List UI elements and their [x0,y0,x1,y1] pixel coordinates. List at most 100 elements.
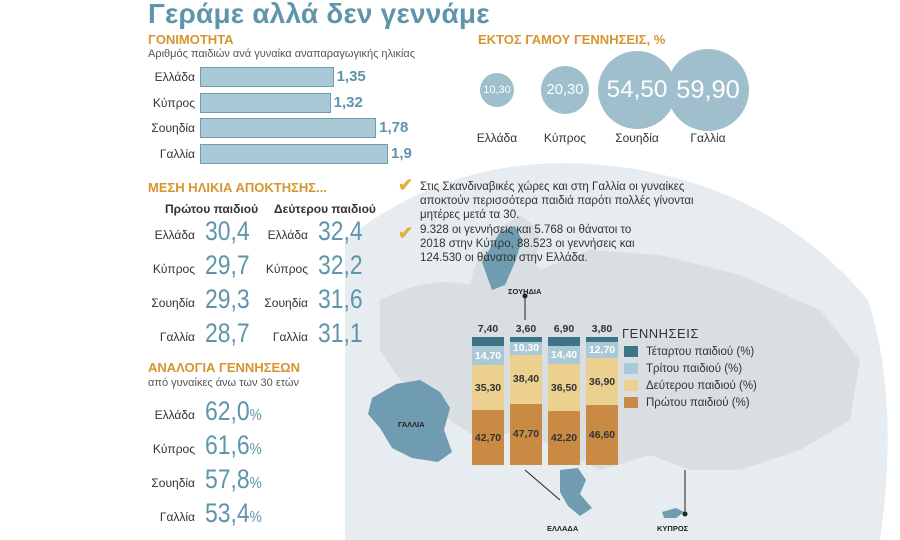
stacked-segment [472,336,504,347]
stacked-segment-label: 38,40 [512,373,540,386]
mean-age-heading: ΜΕΣΗ ΗΛΙΚΙΑ ΑΠΟΚΤΗΣΗΣ... [148,180,327,195]
ratio-value: 62,0% [205,396,262,427]
mean-age-country: Ελλάδα [154,228,195,242]
births-outside-bubble: 54,50 [597,50,677,130]
mean-age-country: Σουηδία [151,296,195,310]
stacked-segment: 14,40 [548,345,580,365]
stacked-segment: 12,70 [586,341,618,359]
stacked-legend-title: ΓΕΝΝΗΣΕΙΣ [622,326,699,341]
stacked-segment-label: 10,30 [512,342,540,355]
stacked-segment-label: 35,30 [474,381,502,394]
legend-label: Δεύτερου παιδιού (%) [646,379,757,392]
stacked-segment: 10,30 [510,341,542,355]
fertility-bar [200,92,331,113]
mean-age-col1: Πρώτου παιδιού [165,202,259,216]
stacked-top-label: 3,60 [515,323,537,335]
births-outside-value: 59,90 [676,75,740,104]
ratio-number: 62,0 [205,396,250,426]
map-label-greece: ΕΛΛΑΔΑ [547,524,579,533]
legend-label: Τρίτου παιδιού (%) [646,362,743,375]
births-outside-value: 10,30 [483,83,511,96]
stacked-segment: 42,70 [472,410,504,465]
mean-age-col2: Δεύτερου παιδιού [274,202,376,216]
mean-age-country-2: Γαλλία [272,330,308,344]
stacked-segment-label: 14,70 [474,349,502,362]
fertility-value-label: 1,78 [379,119,409,136]
stacked-segment: 36,50 [548,364,580,411]
sweden-shape [482,226,522,290]
stacked-legend-item: Πρώτου παιδιού (%) [624,394,757,411]
stacked-segment-label: 36,90 [588,375,616,388]
births-outside-value: 20,30 [546,81,584,98]
fertility-bar [200,67,334,87]
stacked-segment [548,337,580,346]
ratio-heading: ΑΝΑΛΟΓΙΑ ΓΕΝΝΗΣΕΩΝ [148,360,300,375]
mean-age-country-2: Σουηδία [264,296,308,310]
births-outside-bubble: 20,30 [541,66,589,114]
stacked-segment: 46,60 [586,405,618,465]
fertility-country-label: Κύπρος [152,95,195,110]
ratio-country: Κύπρος [152,442,195,456]
fertility-value-label: 1,32 [333,93,363,111]
births-outside-country: Γαλλία [690,131,726,145]
mean-age-first-value: 29,7 [205,250,250,280]
ratio-country: Γαλλία [159,510,195,524]
births-outside-heading: ΕΚΤΟΣ ΓΑΜΟΥ ΓΕΝΝΗΣΕΙΣ, % [478,32,666,47]
stacked-segment: 36,90 [586,358,618,406]
greece-shape [560,468,592,516]
stacked-segment-label: 42,20 [550,431,578,444]
stacked-legend-item: Δεύτερου παιδιού (%) [624,377,757,394]
page-title: Γεράμε αλλά δεν γεννάμε [148,0,490,29]
ratio-percent-sign: % [249,441,262,458]
mean-age-first-value: 29,3 [205,284,250,314]
ratio-number: 57,8 [205,464,250,494]
stacked-segment-label: 36,50 [550,381,578,394]
ratio-subheading: από γυναίκες άνω των 30 ετών [148,377,300,389]
check-icon: ✔ [398,223,414,243]
stacked-segment-label: 46,60 [588,429,616,442]
fertility-country-label: Σουηδία [151,121,195,135]
map-pointer-lines [524,296,686,514]
ratio-percent-sign: % [249,407,262,424]
fertility-country-label: Γαλλία [159,146,195,161]
births-outside-bubble: 59,90 [667,49,749,131]
map-label-sweden: ΣΟΥΗΔΙΑ [508,287,542,296]
mean-age-second-value: 32,2 [318,250,363,280]
ratio-country: Ελλάδα [154,408,195,422]
mean-age-country-2: Ελλάδα [267,228,308,242]
births-outside-bubble: 10,30 [479,72,514,107]
stacked-segment: 47,70 [510,403,542,465]
stacked-top-label: 3,80 [591,323,613,335]
legend-swatch [624,380,638,391]
ratio-value: 61,6% [205,430,262,461]
ratio-value: 53,4% [205,498,262,529]
map-label-france: ΓΑΛΛΙΑ [398,420,425,429]
mean-age-first-value: 30,4 [205,216,250,246]
note-1: Στις Σκανδιναβικές χώρες και στη Γαλλία … [420,181,694,221]
stacked-legend-item: Τρίτου παιδιού (%) [624,360,757,377]
mean-age-country: Κύπρος [152,262,195,276]
legend-swatch [624,346,638,357]
mean-age-country-2: Κύπρος [265,262,308,276]
fertility-bar [200,118,377,138]
mean-age-second-value: 32,4 [318,216,363,246]
stacked-segment: 38,40 [510,354,542,404]
stacked-segment-label: 12,70 [588,343,616,356]
fertility-subheading: Αριθμός παιδιών ανά γυναίκα αναπαραγωγικ… [148,48,416,60]
stacked-legend-item: Τέταρτου παιδιού (%) [624,343,757,360]
legend-label: Τέταρτου παιδιού (%) [646,345,755,358]
stacked-segment: 42,20 [548,410,580,465]
mean-age-country: Γαλλία [159,330,195,344]
ratio-number: 61,6 [205,430,250,460]
stacked-segment-label: 42,70 [474,431,502,444]
stacked-segment-label: 47,70 [512,428,540,441]
fertility-heading: ΓΟΝΙΜΟΤΗΤΑ [148,32,234,47]
stacked-segment [586,337,618,342]
note-2: 9.328 οι γεννήσεις και 5.768 οι θάνατοι … [420,224,635,264]
ratio-value: 57,8% [205,464,262,495]
stacked-top-label: 7,40 [477,322,499,335]
stacked-segment-label: 14,40 [550,349,578,362]
fertility-value-label: 1,9 [391,144,412,162]
mean-age-second-value: 31,1 [318,318,363,348]
stacked-segment [510,337,542,342]
